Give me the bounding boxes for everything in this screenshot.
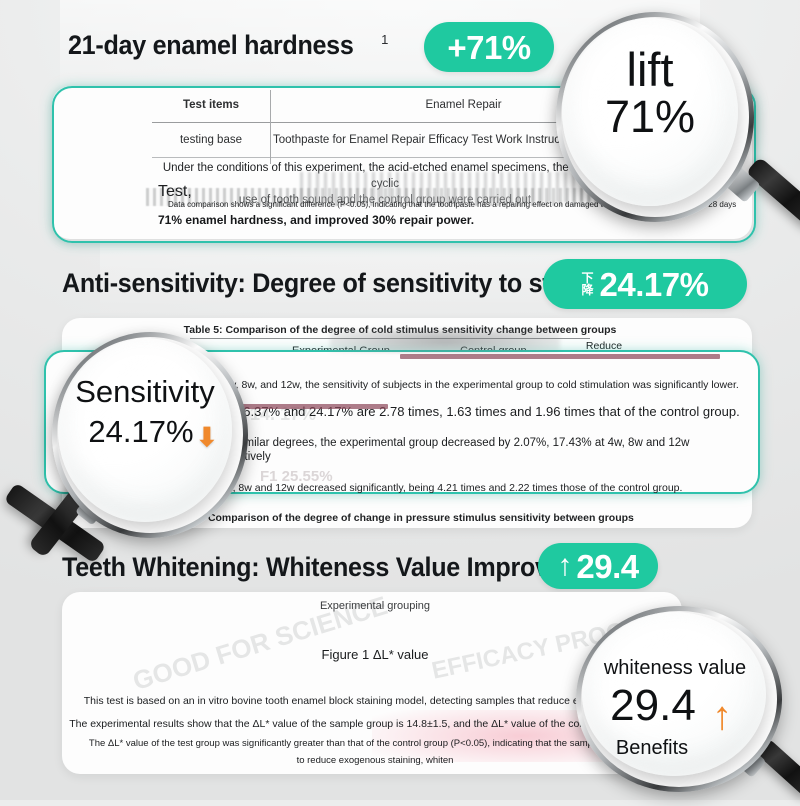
magnifier-whiteness: whiteness value 29.4 ↑ Benefits: [576, 606, 800, 806]
magnifier-lens: [562, 18, 738, 206]
badge-whitening-increase: ↑ 29.4: [538, 543, 658, 589]
badge-sensitivity-value: 24.17%: [599, 265, 709, 303]
table-cell-value: Toothpaste for Enamel Repair Efficacy Te…: [273, 134, 654, 146]
enamel-paragraph-line-1: Under the conditions of this experiment,…: [162, 162, 608, 190]
badge-cn-top: 下: [581, 271, 594, 285]
magnifier-enamel-value: 71%: [604, 91, 696, 142]
enamel-small-note: Data comparison shows a significant diff…: [168, 200, 737, 209]
table-divider-horizontal: [152, 122, 657, 123]
page-title-enamel: 21-day enamel hardness: [68, 30, 354, 60]
whitening-paragraph-line: The experimental results show that the Δ…: [69, 718, 681, 730]
whitening-paragraph-line: This test is based on an in vitro bovine…: [83, 695, 667, 707]
magnifier-sensitivity-label: Sensitivity: [75, 374, 215, 409]
enamel-paragraph: Under the conditions of this experiment,…: [146, 160, 620, 208]
arrow-down-icon: ⬇: [196, 422, 218, 452]
page-title-sensitivity: Anti-sensitivity: Degree of sensitivity …: [62, 268, 608, 298]
magnifier-sensitivity: Sensitivity 24.17% ⬇: [27, 332, 286, 588]
table6-caption: Table 6: Comparison of the degree of cha…: [166, 512, 634, 524]
badge-enamel-increase: +71%: [424, 22, 554, 72]
text-highlight: [400, 354, 720, 359]
badge-cn-bottom: 降: [581, 283, 594, 297]
badge-enamel-value: +71%: [447, 28, 531, 66]
enamel-test-label: Test,: [158, 183, 192, 200]
badge-sensitivity-decrease: 下 降 24.17%: [543, 259, 747, 309]
finding-line: In fact, 8w and 12w decreased significan…: [204, 482, 683, 494]
table-divider-horizontal: [152, 157, 657, 158]
whitening-paragraph-line: The ΔL* value of the test group was sign…: [88, 738, 662, 749]
magnifier-whiteness-label: whiteness value: [603, 657, 747, 679]
enamel-table: Test items Enamel Repair testing base To…: [152, 88, 657, 164]
enamel-paragraph-line-2: use of tooth sound and the control group…: [150, 192, 620, 208]
blur-artifact: [146, 188, 616, 206]
section-heading-enamel: 21-day enamel hardness 1: [68, 30, 388, 61]
finding-line: With similar degrees, the experimental g…: [210, 437, 690, 463]
table-row: Test items Enamel Repair: [152, 88, 657, 122]
page-title-whitening: Teeth Whitening: Whiteness Value Improve…: [62, 552, 622, 582]
table-row: testing base Toothpaste for Enamel Repai…: [152, 123, 657, 157]
text-highlight: [208, 404, 388, 409]
section-heading-sensitivity: Anti-sensitivity: Degree of sensitivity …: [62, 268, 649, 299]
magnifier-lens: [582, 612, 766, 776]
sensitivity-findings: At 4w, 8w, and 12w, the sensitivity of s…: [204, 354, 740, 512]
table-cell-value: Enamel Repair: [425, 99, 502, 111]
magnifier-lens: [58, 338, 232, 522]
table-cell-label: testing base: [179, 134, 242, 146]
experimental-grouping-label: Experimental grouping: [319, 600, 431, 612]
table5-header-reduce: Reduce: [585, 340, 623, 352]
magnifier-whiteness-benefits: Benefits: [615, 737, 689, 759]
table-divider-vertical: [270, 90, 271, 164]
badge-cn-label: 下 降: [582, 272, 594, 296]
magnifier-whiteness-value: 29.4: [610, 681, 696, 730]
table-cell-label: Test items: [182, 99, 240, 111]
whitening-paragraph-line: to reduce exogenous staining, whiten: [296, 755, 454, 766]
magnifier-enamel: lift 71%: [556, 12, 800, 262]
arrow-up-icon: ↑: [557, 549, 573, 582]
magnifier-enamel-label: lift: [626, 43, 674, 96]
enamel-summary-line: 71% enamel hardness, and improved 30% re…: [158, 213, 475, 227]
footnote-marker-1: 1: [381, 32, 389, 47]
arrow-up-icon: ↑: [712, 694, 732, 738]
section-heading-whitening: Teeth Whitening: Whiteness Value Improve…: [62, 552, 663, 583]
figure-caption: Figure 1 ΔL* value: [321, 647, 429, 662]
finding-line: At 4w, 8w, and 12w, the sensitivity of s…: [210, 379, 739, 391]
badge-whitening-value: 29.4: [576, 547, 639, 585]
magnifier-sensitivity-value: 24.17%: [88, 414, 194, 449]
